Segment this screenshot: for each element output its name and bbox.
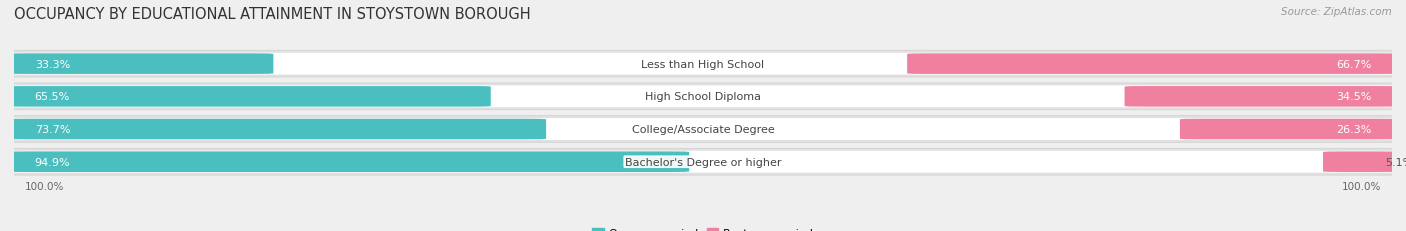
FancyBboxPatch shape [0, 116, 1406, 143]
Text: OCCUPANCY BY EDUCATIONAL ATTAINMENT IN STOYSTOWN BOROUGH: OCCUPANCY BY EDUCATIONAL ATTAINMENT IN S… [14, 7, 530, 22]
Text: 33.3%: 33.3% [35, 59, 70, 69]
FancyBboxPatch shape [1180, 119, 1399, 140]
FancyBboxPatch shape [7, 152, 689, 172]
FancyBboxPatch shape [0, 119, 1406, 140]
FancyBboxPatch shape [0, 51, 1406, 78]
FancyBboxPatch shape [1125, 87, 1399, 107]
FancyBboxPatch shape [7, 87, 491, 107]
Text: High School Diploma: High School Diploma [645, 92, 761, 102]
FancyBboxPatch shape [1323, 152, 1399, 172]
Text: Less than High School: Less than High School [641, 59, 765, 69]
Text: Source: ZipAtlas.com: Source: ZipAtlas.com [1281, 7, 1392, 17]
Text: 94.9%: 94.9% [35, 157, 70, 167]
Legend: Owner-occupied, Renter-occupied: Owner-occupied, Renter-occupied [588, 223, 818, 231]
Text: 65.5%: 65.5% [35, 92, 70, 102]
Text: College/Associate Degree: College/Associate Degree [631, 125, 775, 134]
Text: 73.7%: 73.7% [35, 125, 70, 134]
Text: 66.7%: 66.7% [1336, 59, 1371, 69]
Text: 34.5%: 34.5% [1336, 92, 1371, 102]
Text: 26.3%: 26.3% [1336, 125, 1371, 134]
Text: 5.1%: 5.1% [1385, 157, 1406, 167]
FancyBboxPatch shape [7, 119, 546, 140]
Text: Bachelor's Degree or higher: Bachelor's Degree or higher [624, 157, 782, 167]
FancyBboxPatch shape [907, 54, 1399, 75]
FancyBboxPatch shape [0, 86, 1406, 108]
FancyBboxPatch shape [7, 54, 273, 75]
Text: 100.0%: 100.0% [1341, 182, 1381, 191]
Text: 100.0%: 100.0% [25, 182, 65, 191]
FancyBboxPatch shape [0, 84, 1406, 110]
FancyBboxPatch shape [0, 53, 1406, 75]
FancyBboxPatch shape [0, 149, 1406, 175]
FancyBboxPatch shape [0, 151, 1406, 173]
